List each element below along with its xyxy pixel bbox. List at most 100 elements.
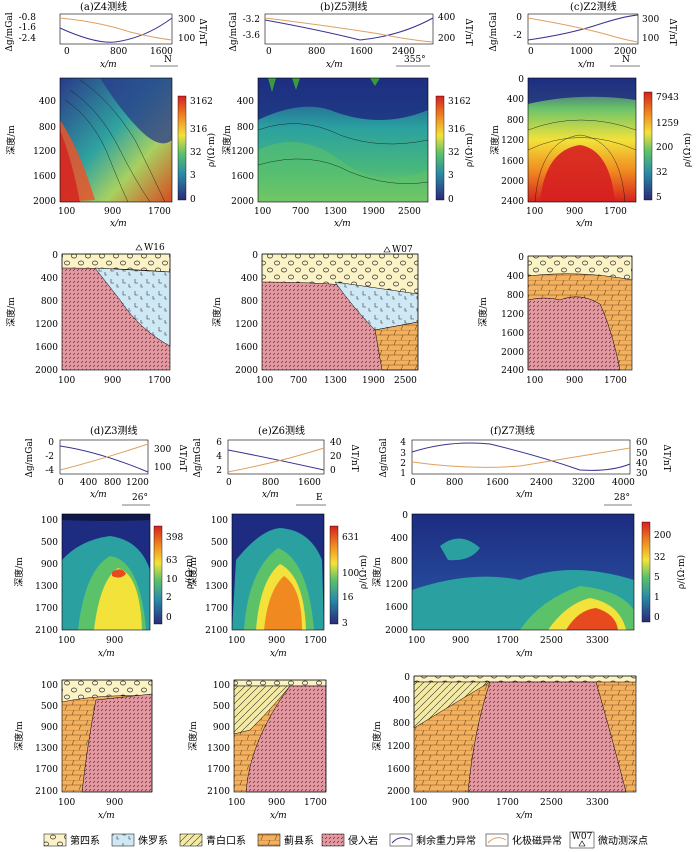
x-axis-label: x/m [334,219,351,229]
x-tick: 100 [228,636,245,646]
cbar-label: ρ/(Ω·m) [464,133,475,167]
x-tick: 100 [254,207,271,217]
x-axis-label: x/m [98,811,115,821]
x-tick: 100 [58,798,75,808]
station-marker [135,244,143,251]
panel-a-geology: W16 0 400 800 1200 1600 2000 深度/m 100 90… [5,243,171,386]
x-tick: 900 [104,207,121,217]
depth-tick: 100 [213,681,230,691]
g-tick: -3.6 [243,31,261,41]
depth-tick: 500 [213,702,230,712]
depth-axis-label: 深度/m [5,297,17,327]
depth-tick: 1200 [387,742,410,752]
depth-axis-label: 深度/m [211,297,223,327]
colorbar [177,95,187,201]
legend-label: 剩余重力异常 [416,834,476,847]
g-axis-label: Δg/mGal [229,12,239,51]
depth-axis-label: 深度/m [489,125,501,155]
g-tick: 4 [216,452,222,462]
x-tick: 100 [526,376,543,386]
x-tick: 0 [226,478,232,488]
cbar-label: ρ/(Ω·m) [676,555,687,589]
depth-tick: 500 [41,702,58,712]
depth-tick: 1300 [207,744,230,754]
cbar-tick: 32 [654,553,665,563]
x-tick: 900 [268,636,285,646]
x-tick: 800 [110,47,127,57]
depth-tick: 2000 [501,177,524,187]
depth-tick: 1600 [501,157,524,167]
cbar-tick: 3 [190,171,196,181]
cbar-tick: 200 [654,531,671,541]
panel-b-anomaly: (b)Z5测线 -3.2 -3.6 400 200 Δg/mGal ΔT/nT … [229,0,473,70]
panel-f-anomaly: (f)Z7测线 4 3 2 1 60 50 40 30 Δg/mGal ΔT/n… [379,424,671,506]
panel-e-geology: 100 500 900 1300 1700 2100 深度/m 100 900 … [187,679,327,821]
depth-tick: 2100 [35,626,58,636]
depth-tick: 900 [211,560,228,570]
depth-tick: 1600 [387,765,410,775]
depth-tick: 2000 [387,787,410,797]
g-axis-label: Δg/mGal [25,438,35,477]
depth-tick: 0 [518,75,524,85]
x-tick: 1900 [362,376,385,386]
x-tick: 2500 [540,636,563,646]
t-tick: 50 [636,449,648,459]
depth-tick: 1700 [207,765,230,775]
t-axis-label: ΔT/nT [661,444,671,471]
depth-tick: 1600 [235,343,258,353]
depth-tick: 1200 [501,136,524,146]
x-tick: 3200 [572,478,595,488]
t-tick: 100 [154,463,171,473]
g-tick: 4 [400,438,406,448]
legend-gravity-line [391,837,411,844]
depth-axis-label: 深度/m [5,125,17,155]
g-tick: 0 [516,13,522,23]
g-tick: 6 [216,438,222,448]
depth-axis-label: 深度/m [187,721,199,751]
orientation-label: N [164,55,172,65]
cbar-tick: 3 [342,619,348,629]
x-tick: 1600 [298,478,321,488]
depth-tick: 1300 [35,582,58,592]
x-tick: 1600 [486,478,509,488]
x-axis-label: x/m [110,219,127,229]
cbar-tick: 3162 [448,97,471,107]
x-axis-label: x/m [516,811,533,821]
x-tick: 900 [566,207,583,217]
t-tick: 200 [438,34,455,44]
t-axis-label: ΔT/nT [463,18,473,45]
depth-tick: 1600 [385,603,408,613]
legend-station-text: W07 [572,832,593,842]
depth-tick: 2000 [35,366,58,376]
panel-c-resistivity: 0 400 800 1200 1600 2000 2400 深度/m 100 9… [489,75,693,229]
t-tick: 60 [636,438,648,448]
colorbar [329,525,339,625]
g-tick: -0.8 [19,13,37,23]
depth-tick: 1200 [501,310,524,320]
depth-tick: 1200 [231,147,254,157]
panel-a-resistivity: 400 800 1200 1600 2000 深度/m 100 900 1700… [5,77,217,229]
depth-axis-label: 深度/m [221,125,233,155]
legend-swatch-quaternary [43,833,67,847]
depth-tick: 1700 [35,604,58,614]
x-tick: 400 [80,478,97,488]
panel-e-title: (e)Z6测线 [258,424,305,437]
x-tick: 1300 [324,376,347,386]
orientation-label: 28° [614,493,630,503]
depth-tick: 1700 [35,765,58,775]
x-tick: 800 [446,478,463,488]
panel-f-geology: 0 400 800 1200 1600 2000 深度/m 100 900 17… [371,673,637,821]
depth-axis-label: 深度/m [371,557,383,587]
depth-tick: 800 [507,291,524,301]
panel-a-title: (a)Z4测线 [80,0,127,13]
cbar-label: ρ/(Ω·m) [682,133,693,167]
legend-swatch-jixian [257,833,281,847]
depth-tick: 1200 [33,147,56,157]
x-tick: 1600 [150,47,173,57]
magnetic-line [227,447,325,473]
t-axis-label: ΔT/nT [177,444,187,471]
x-tick: 1700 [304,798,327,808]
panel-e-anomaly: (e)Z6测线 6 4 2 40 20 0 Δg/mGal ΔT/nT 0 80… [193,424,359,506]
depth-tick: 800 [41,297,58,307]
